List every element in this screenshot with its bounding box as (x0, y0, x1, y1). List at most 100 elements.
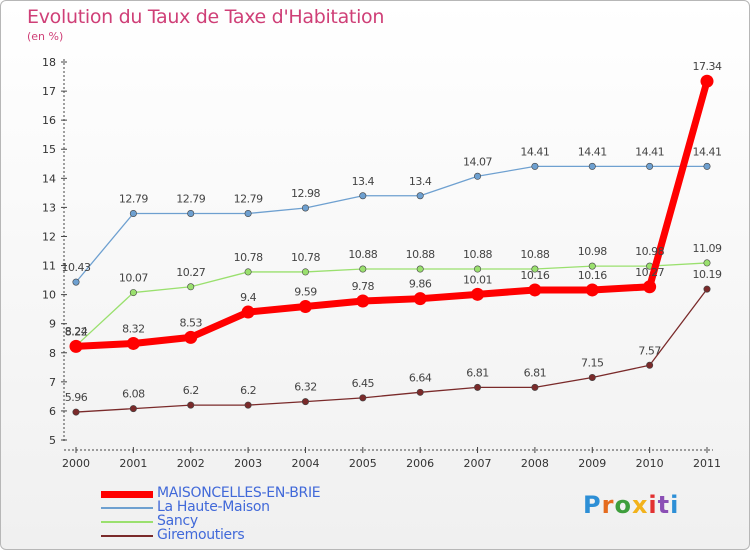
data-label: 14.41 (693, 145, 722, 158)
series-1 (72, 162, 711, 286)
data-label: 13.4 (352, 175, 375, 188)
data-labels: 8.22 8.32 8.53 9.4 9.59 9.78 9.86 10.01 10.16 10.… (62, 60, 723, 404)
data-label: 14.41 (635, 145, 664, 158)
data-label: 12.79 (119, 192, 148, 205)
y-tick-label: 10 (42, 289, 56, 302)
y-tick-label: 11 (42, 260, 56, 273)
logo-letter: o (614, 491, 632, 519)
data-label: 10.88 (520, 248, 549, 261)
data-point (585, 283, 599, 297)
data-label: 6.64 (409, 371, 432, 384)
x-tick-label: 2004 (291, 457, 319, 470)
legend-swatch (101, 521, 153, 523)
data-label: 12.79 (176, 192, 205, 205)
legend-swatch (101, 507, 153, 509)
data-label: 12.98 (291, 187, 320, 200)
x-tick-label: 2000 (62, 457, 90, 470)
data-label: 6.2 (240, 384, 256, 397)
legend-label: La Haute-Maison (157, 499, 270, 515)
legend-label: MAISONCELLES-EN-BRIE (157, 485, 321, 501)
data-point (187, 209, 195, 217)
data-label: 9.59 (294, 286, 317, 299)
y-tick-label: 5 (49, 434, 56, 447)
data-label: 10.01 (463, 273, 492, 286)
logo-letter: i (670, 491, 680, 519)
y-tick-label: 9 (49, 318, 56, 331)
data-point (700, 74, 714, 88)
data-label: 10.98 (635, 245, 664, 258)
data-point (126, 336, 140, 350)
logo-letter: i (648, 491, 658, 519)
data-point (244, 268, 252, 276)
x-tick-label: 2011 (693, 457, 721, 470)
data-label: 7.15 (581, 356, 604, 369)
data-label: 14.41 (578, 145, 607, 158)
x-tick-label: 2006 (406, 457, 434, 470)
x-tick-label: 2005 (349, 457, 377, 470)
data-label: 6.45 (352, 377, 375, 390)
series-line (75, 288, 708, 413)
data-point (129, 405, 137, 413)
data-label: 7.57 (638, 344, 661, 357)
series-3 (72, 285, 711, 416)
data-label: 8.24 (65, 325, 88, 338)
data-label: 10.07 (119, 272, 148, 285)
series-line (72, 77, 711, 350)
data-point (531, 265, 539, 273)
x-tick-label: 2007 (464, 457, 492, 470)
data-label: 6.81 (466, 366, 489, 379)
data-point (588, 373, 596, 381)
data-point (244, 401, 252, 409)
data-point (244, 209, 252, 217)
y-tick-label: 18 (42, 56, 56, 69)
data-label: 10.88 (348, 248, 377, 261)
data-point (301, 204, 309, 212)
legend-swatch (101, 490, 153, 498)
y-tick-label: 16 (42, 114, 56, 127)
data-point (531, 383, 539, 391)
logo-letter: t (657, 491, 671, 519)
series-line (75, 165, 708, 283)
data-point (474, 172, 482, 180)
data-point (531, 162, 539, 170)
x-tick-label: 2003 (234, 457, 262, 470)
data-label: 14.07 (463, 155, 492, 168)
data-label: 12.79 (234, 192, 263, 205)
data-label: 10.16 (578, 269, 607, 282)
data-point (129, 289, 137, 297)
data-label: 5.96 (65, 391, 88, 404)
data-label: 11.09 (693, 242, 722, 255)
data-label: 10.88 (406, 248, 435, 261)
x-tick-label: 2002 (177, 457, 205, 470)
series-line (75, 262, 708, 347)
data-point (416, 265, 424, 273)
data-point (703, 259, 711, 267)
logo-letter: r (601, 491, 615, 519)
data-point (703, 162, 711, 170)
data-label: 6.08 (122, 388, 145, 401)
y-tick-label: 17 (42, 85, 56, 98)
series-0 (69, 74, 714, 353)
data-point (474, 383, 482, 391)
data-point (359, 192, 367, 200)
data-label: 8.32 (122, 322, 145, 335)
data-point (643, 280, 657, 294)
data-point (359, 265, 367, 273)
chart-title: Evolution du Taux de Taxe d'Habitation (27, 6, 385, 28)
data-point (356, 294, 370, 308)
data-point (588, 162, 596, 170)
data-label: 10.78 (291, 251, 320, 264)
data-label: 10.19 (693, 268, 722, 281)
data-point (413, 292, 427, 306)
logo-letter: x (631, 491, 649, 519)
data-point (301, 268, 309, 276)
y-tick-label: 14 (42, 172, 56, 185)
y-tick-label: 6 (49, 405, 56, 418)
data-label: 10.43 (62, 261, 91, 274)
data-label: 9.78 (352, 280, 375, 293)
data-point (184, 330, 198, 344)
y-tick-label: 15 (42, 143, 56, 156)
data-label: 13.4 (409, 175, 432, 188)
